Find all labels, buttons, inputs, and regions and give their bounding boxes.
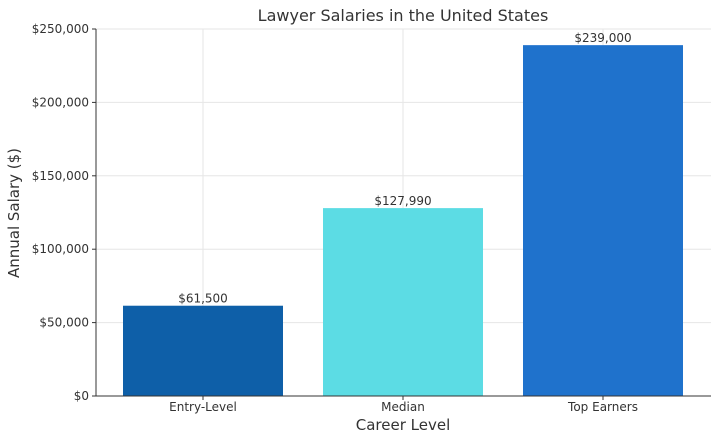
bar-median [323, 208, 483, 396]
bar-entry-level [123, 305, 283, 396]
y-tick-label: $250,000 [32, 22, 89, 36]
y-tick-label: $0 [74, 389, 89, 403]
x-tick-label: Entry-Level [169, 400, 237, 414]
y-tick-label: $100,000 [32, 242, 89, 256]
x-tick-label: Median [381, 400, 425, 414]
bar-value-label: $61,500 [178, 292, 228, 306]
bar-value-label: $127,990 [374, 194, 431, 208]
axes [92, 28, 711, 400]
x-axis-label: Career Level [356, 416, 451, 434]
labels: $0 $50,000 $100,000 $150,000 $200,000 $250,00… [32, 22, 638, 414]
x-tick-label: Top Earners [567, 400, 638, 414]
bars [123, 45, 683, 396]
y-tick-label: $200,000 [32, 95, 89, 109]
bar-top-earners [523, 45, 683, 396]
y-axis-label: Annual Salary ($) [5, 148, 23, 278]
chart-title: Lawyer Salaries in the United States [258, 6, 549, 25]
bar-value-label: $239,000 [574, 31, 631, 45]
y-tick-label: $50,000 [39, 316, 89, 330]
y-tick-label: $150,000 [32, 169, 89, 183]
